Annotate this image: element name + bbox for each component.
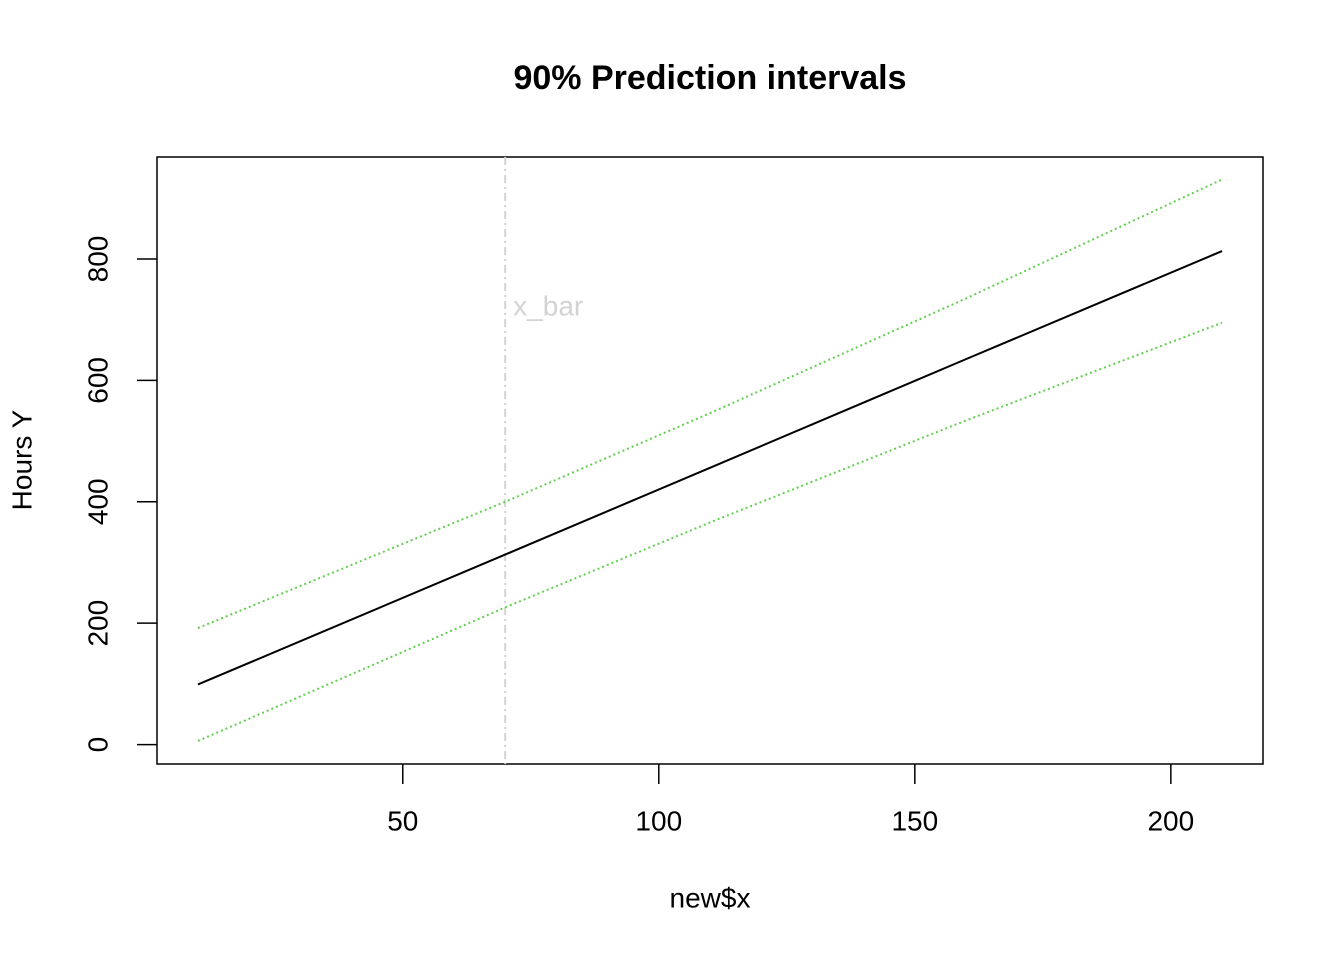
y-tick-label: 200 [82, 600, 113, 647]
x-tick-label: 100 [635, 805, 682, 836]
x-tick-label: 50 [387, 805, 418, 836]
y-tick-label: 0 [82, 737, 113, 753]
series-line [197, 178, 1223, 629]
x-tick-label: 150 [891, 805, 938, 836]
y-axis-label: Hours Y [6, 409, 37, 510]
y-tick-label: 400 [82, 478, 113, 525]
x-tick-label: 200 [1147, 805, 1194, 836]
plot-box [156, 156, 1264, 765]
y-tick-label: 600 [82, 357, 113, 404]
series-line [197, 250, 1223, 686]
reference-label: x_bar [513, 290, 583, 321]
chart-title: 90% Prediction intervals [513, 59, 906, 97]
series-line [197, 321, 1223, 742]
x-axis-label: new$x [670, 882, 751, 913]
y-tick-label: 800 [82, 236, 113, 283]
